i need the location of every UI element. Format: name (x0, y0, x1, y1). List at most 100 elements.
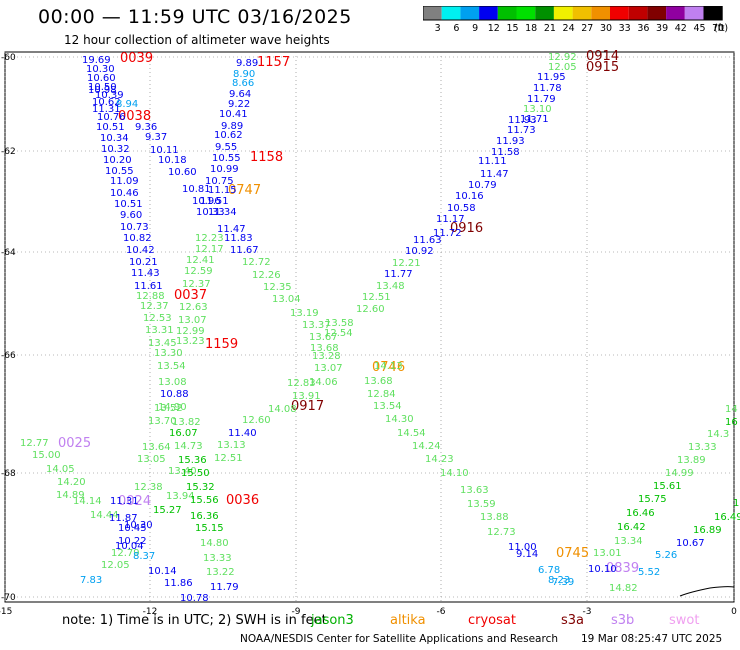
wave-height-label: 13.68 (364, 376, 393, 387)
color-swatch (423, 6, 442, 20)
wave-height-label: 16.07 (169, 428, 198, 439)
wave-height-label: 16 (725, 417, 738, 428)
legend-s3a: s3a (561, 613, 585, 628)
wave-height-label: 10.73 (120, 222, 149, 233)
wave-height-label: 13.08 (158, 377, 187, 388)
wave-height-label: 8.94 (116, 99, 138, 110)
color-swatch (553, 6, 573, 20)
wave-height-label: 13.37 (302, 320, 331, 331)
wave-height-label: 14.06 (309, 377, 338, 388)
wave-height-label: 13.34 (614, 536, 643, 547)
wave-height-label: 8.90 (233, 69, 255, 80)
color-tick-label: 24 (563, 23, 575, 34)
wave-height-label: 12.99 (176, 326, 205, 337)
latitude-tick-label: -66 (1, 351, 16, 361)
wave-height-label: 12.21 (392, 258, 421, 269)
wave-height-label: 10.33 (196, 207, 225, 218)
wave-height-label: 11.47 (480, 169, 509, 180)
color-swatch (460, 6, 480, 20)
color-tick-label: 6 (453, 23, 459, 34)
color-tick-label: 70 (712, 23, 724, 34)
wave-height-label: 10.42 (126, 245, 155, 256)
wave-height-label: 9.64 (229, 89, 251, 100)
pass-time-label: 0745 (556, 546, 589, 561)
wave-height-label: 10.82 (123, 233, 152, 244)
wave-height-label: 12.59 (184, 266, 213, 277)
wave-height-label: 11.09 (110, 176, 139, 187)
color-swatch (441, 6, 461, 20)
longitude-tick-label: -3 (583, 607, 592, 617)
pass-time-label: 0025 (58, 436, 91, 451)
color-swatch (647, 6, 667, 20)
pass-time-label: 0746 (372, 360, 405, 375)
wave-height-label: 11.31 (92, 104, 121, 115)
longitude-tick-label: -12 (143, 607, 158, 617)
wave-height-label: 9.14 (516, 549, 538, 560)
color-swatch (610, 6, 629, 20)
color-tick-label: 12 (488, 23, 500, 34)
wave-height-label: 11.77 (384, 269, 413, 280)
wave-height-label: 12.23 (195, 233, 224, 244)
longitude-tick-label: -9 (292, 607, 301, 617)
pass-time-label: 0037 (174, 288, 207, 303)
wave-height-label: 13.82 (172, 417, 201, 428)
color-tick-label: 33 (619, 23, 631, 34)
pass-time-label: 0914 (586, 49, 619, 64)
wave-height-label: 10.62 (92, 97, 121, 108)
wave-height-label: 15.36 (178, 455, 207, 466)
wave-height-label: 11.67 (230, 245, 259, 256)
wave-height-label: 10.11 (150, 145, 179, 156)
color-swatch (591, 6, 610, 20)
wave-height-label: 13.05 (137, 454, 166, 465)
wave-height-label: 10.21 (129, 257, 158, 268)
wave-height-label: 12.37 (140, 301, 169, 312)
wave-height-label: 5.26 (655, 550, 677, 561)
wave-height-label: 9.89 (221, 121, 243, 132)
wave-height-label: 15.75 (638, 494, 667, 505)
color-swatch (684, 6, 704, 20)
wave-height-label: 11.51 (200, 196, 229, 207)
wave-height-label: 10.67 (676, 538, 705, 549)
wave-height-label: 13.64 (142, 442, 171, 453)
wave-height-label: 11.79 (210, 582, 239, 593)
wave-height-label: 11.61 (134, 281, 163, 292)
wave-height-label: 19.69 (82, 55, 111, 66)
wave-height-label: 8.66 (232, 78, 254, 89)
wave-height-label: 9.37 (145, 132, 167, 143)
wave-height-label: 9.22 (228, 99, 250, 110)
wave-height-label: 11.34 (208, 207, 237, 218)
wave-height-label: 11.83 (224, 233, 253, 244)
wave-height-label: 10.60 (168, 167, 197, 178)
page-title: 00:00 — 11:59 UTC 03/16/2025 (38, 6, 352, 28)
pass-time-label: 1157 (257, 55, 290, 70)
wave-height-label: 11.79 (527, 94, 556, 105)
wave-height-label: 10.79 (468, 180, 497, 191)
wave-height-label: 10.18 (158, 155, 187, 166)
wave-height-label: 13.48 (376, 281, 405, 292)
wave-height-label: 13.54 (157, 361, 186, 372)
wave-height-label: 10.81 (182, 184, 211, 195)
wave-height-label: 13.54 (373, 401, 402, 412)
wave-height-label: 9.89 (236, 58, 258, 69)
wave-height-label: 14.05 (46, 464, 75, 475)
wave-height-label: 10.45 (118, 523, 147, 534)
wave-height-label: 13.33 (688, 442, 717, 453)
wave-height-label: 11.93 (496, 136, 525, 147)
color-scale-bar: 3 6 9 12 15 18 21 24 27 30 33 36 39 42 45 70(ft) (423, 6, 728, 34)
wave-height-label: 13.33 (203, 553, 232, 564)
wave-height-label: 17.39 (733, 498, 740, 509)
wave-height-label: 12.05 (101, 560, 130, 571)
wave-height-label: 11.78 (533, 83, 562, 94)
wave-height-label: 10.14 (148, 566, 177, 577)
wave-height-label: 10.51 (114, 199, 143, 210)
wave-height-label: 14.24 (412, 441, 441, 452)
coastline (679, 586, 735, 597)
wave-height-label: 11.47 (217, 224, 246, 235)
color-tick-label: 39 (656, 23, 668, 34)
latitude-tick-label: -62 (1, 147, 16, 157)
color-unit-label: (ft) (714, 23, 728, 34)
wave-height-label: 12.54 (324, 328, 353, 339)
wave-height-label: 12.79 (111, 548, 140, 559)
wave-height-label: 10.46 (110, 188, 139, 199)
wave-height-label: 9.36 (135, 122, 157, 133)
